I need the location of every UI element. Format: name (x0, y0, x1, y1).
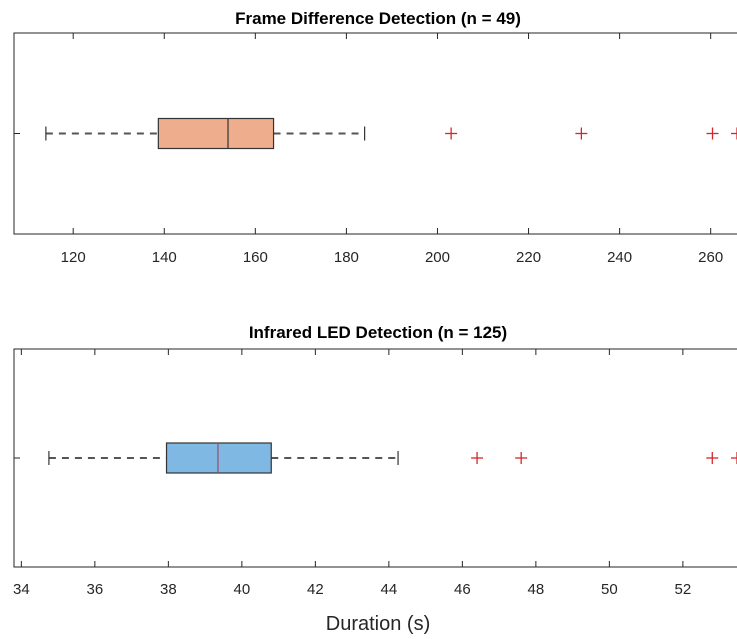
x-tick-label: 34 (13, 581, 30, 598)
x-axis-label: Duration (s) (326, 613, 430, 635)
outlier-marker (706, 452, 719, 464)
x-tick-label: 50 (601, 581, 618, 598)
outlier-marker (706, 127, 719, 140)
iqr-box (157, 117, 275, 150)
chart-title: Frame Difference Detection (n = 49) (235, 9, 521, 28)
boxplot-panel-infrared-led: Infrared LED Detection (n = 125) 34 36 38 4… (13, 323, 737, 635)
boxplot-panel-frame-difference: Frame Difference Detection (n = 49) 120 1… (13, 9, 737, 266)
x-tick-label: 200 (425, 249, 450, 266)
x-tick-label: 46 (454, 581, 471, 598)
iqr-box (165, 442, 272, 474)
x-tick-label: 140 (152, 249, 177, 266)
outlier-marker (731, 127, 737, 140)
plot-area: 120 140 160 180 200 220 240 260 (13, 32, 737, 266)
outlier-marker (515, 452, 528, 464)
x-tick-label: 36 (87, 581, 104, 598)
x-tick-label: 40 (234, 581, 251, 598)
x-tick-label: 44 (381, 581, 398, 598)
x-tick-label: 48 (528, 581, 545, 598)
x-tick-label: 120 (61, 249, 86, 266)
x-tick-label: 260 (698, 249, 723, 266)
x-tick-label: 180 (334, 249, 359, 266)
axes-frame (13, 32, 737, 235)
x-tick-label: 160 (243, 249, 268, 266)
x-tick-label: 42 (307, 581, 324, 598)
outlier-marker (445, 127, 458, 140)
outlier-marker (471, 452, 484, 464)
x-tick-label: 220 (516, 249, 541, 266)
x-tick-label: 240 (607, 249, 632, 266)
outlier-marker (731, 452, 737, 464)
x-tick-label: 52 (675, 581, 692, 598)
x-tick-label: 38 (160, 581, 177, 598)
outlier-marker (575, 127, 588, 140)
plot-area: 34 36 38 40 42 44 46 48 50 52 (13, 348, 737, 598)
chart-title: Infrared LED Detection (n = 125) (249, 323, 507, 342)
